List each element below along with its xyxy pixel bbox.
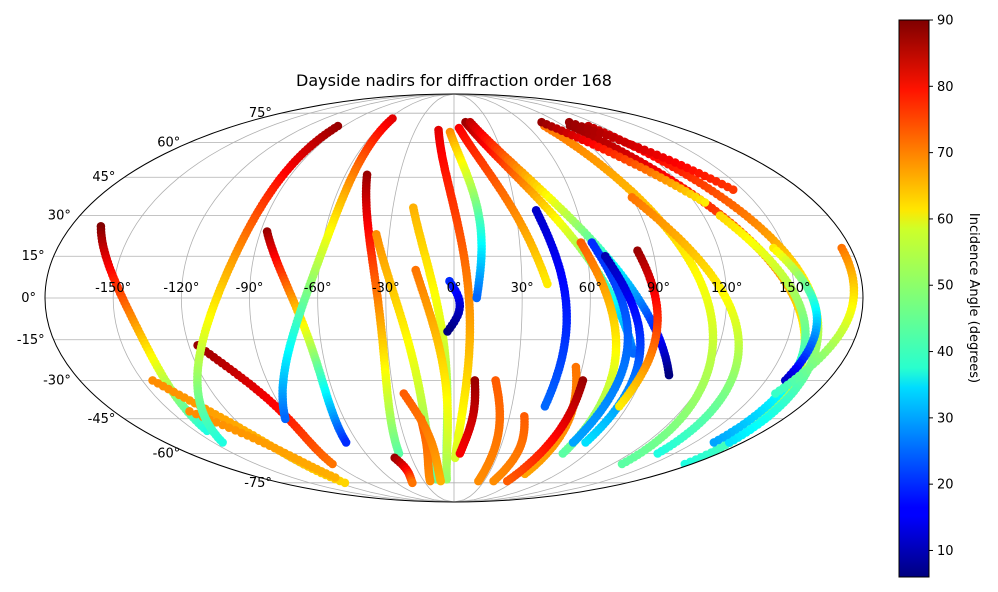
meridian-line	[453, 94, 523, 502]
data-point	[771, 389, 780, 398]
data-point	[331, 473, 340, 482]
data-point	[474, 476, 483, 486]
data-point	[328, 459, 337, 469]
colorbar-tick-label: 60	[937, 212, 954, 227]
data-point	[218, 438, 227, 447]
lon-tick-label: 120°	[711, 281, 742, 296]
colorbar-tick-label: 90	[937, 14, 954, 29]
data-point	[185, 407, 194, 416]
colorbar-tick-label: 80	[937, 80, 954, 95]
colorbar-tick-label: 40	[937, 345, 954, 360]
lat-tick-label: -75°	[244, 476, 272, 491]
lon-tick-label: 60°	[579, 281, 602, 296]
lat-tick-label: 15°	[22, 249, 45, 264]
data-point	[489, 476, 498, 486]
data-point	[281, 414, 290, 424]
lat-tick-label: -60°	[153, 447, 181, 462]
data-point	[455, 449, 465, 458]
colorbar	[898, 19, 930, 578]
meridian-line	[385, 94, 455, 502]
lon-tick-label: -60°	[304, 281, 332, 296]
data-point	[341, 438, 351, 447]
data-point	[615, 402, 624, 411]
data-point	[558, 449, 568, 458]
data-point	[568, 438, 578, 447]
lat-tick-label: 30°	[48, 209, 71, 224]
lat-tick-label: 0°	[21, 291, 36, 306]
data-points	[96, 114, 859, 488]
data-point	[724, 438, 734, 447]
data-point	[700, 198, 710, 207]
data-point	[540, 402, 550, 411]
data-point	[436, 476, 446, 486]
map-boundary	[44, 93, 864, 503]
lat-tick-label: -30°	[43, 373, 71, 388]
lon-tick-label: 0°	[447, 281, 462, 296]
lat-tick-label: -45°	[88, 412, 116, 427]
lon-tick-label: 150°	[779, 281, 810, 296]
lon-tick-label: -120°	[163, 281, 199, 296]
lat-tick-label: 75°	[249, 106, 272, 121]
data-point	[408, 478, 417, 488]
meridian-line	[112, 94, 455, 502]
colorbar-tick-label: 50	[937, 279, 954, 294]
data-point	[443, 327, 452, 336]
lon-tick-label: -30°	[372, 281, 400, 296]
colorbar-tick-label: 10	[937, 544, 954, 559]
tick-labels: -150° -120° -90° -60° -30° 0° 30° 60° 90° 120° 150…	[17, 106, 811, 491]
lat-tick-label: 60°	[157, 135, 180, 150]
data-point	[425, 476, 435, 486]
data-point	[728, 185, 738, 194]
data-point	[543, 279, 552, 289]
data-point	[664, 370, 674, 380]
colorbar-ticks: 10 20 30 40 50 60 70 80 90	[929, 14, 954, 559]
data-point	[211, 418, 221, 427]
lon-tick-label: -90°	[236, 281, 264, 296]
lon-tick-label: -150°	[95, 281, 131, 296]
colorbar-tick-label: 70	[937, 146, 954, 161]
lon-tick-label: 30°	[511, 281, 534, 296]
data-point	[617, 459, 627, 469]
lon-tick-label: 90°	[647, 281, 670, 296]
data-point	[581, 438, 590, 447]
data-point	[503, 476, 512, 486]
data-point	[340, 478, 350, 488]
colorbar-label: Incidence Angle (degrees)	[966, 213, 981, 383]
colorbar-tick-label: 30	[937, 411, 954, 426]
colorbar-tick-label: 20	[937, 478, 954, 493]
data-point	[472, 293, 482, 303]
lat-tick-label: 45°	[92, 170, 115, 185]
lat-tick-label: -15°	[17, 333, 45, 348]
meridian-line	[317, 94, 455, 502]
chart-title: Dayside nadirs for diffraction order 168	[296, 71, 612, 90]
data-point	[653, 449, 662, 458]
data-point	[709, 438, 719, 447]
